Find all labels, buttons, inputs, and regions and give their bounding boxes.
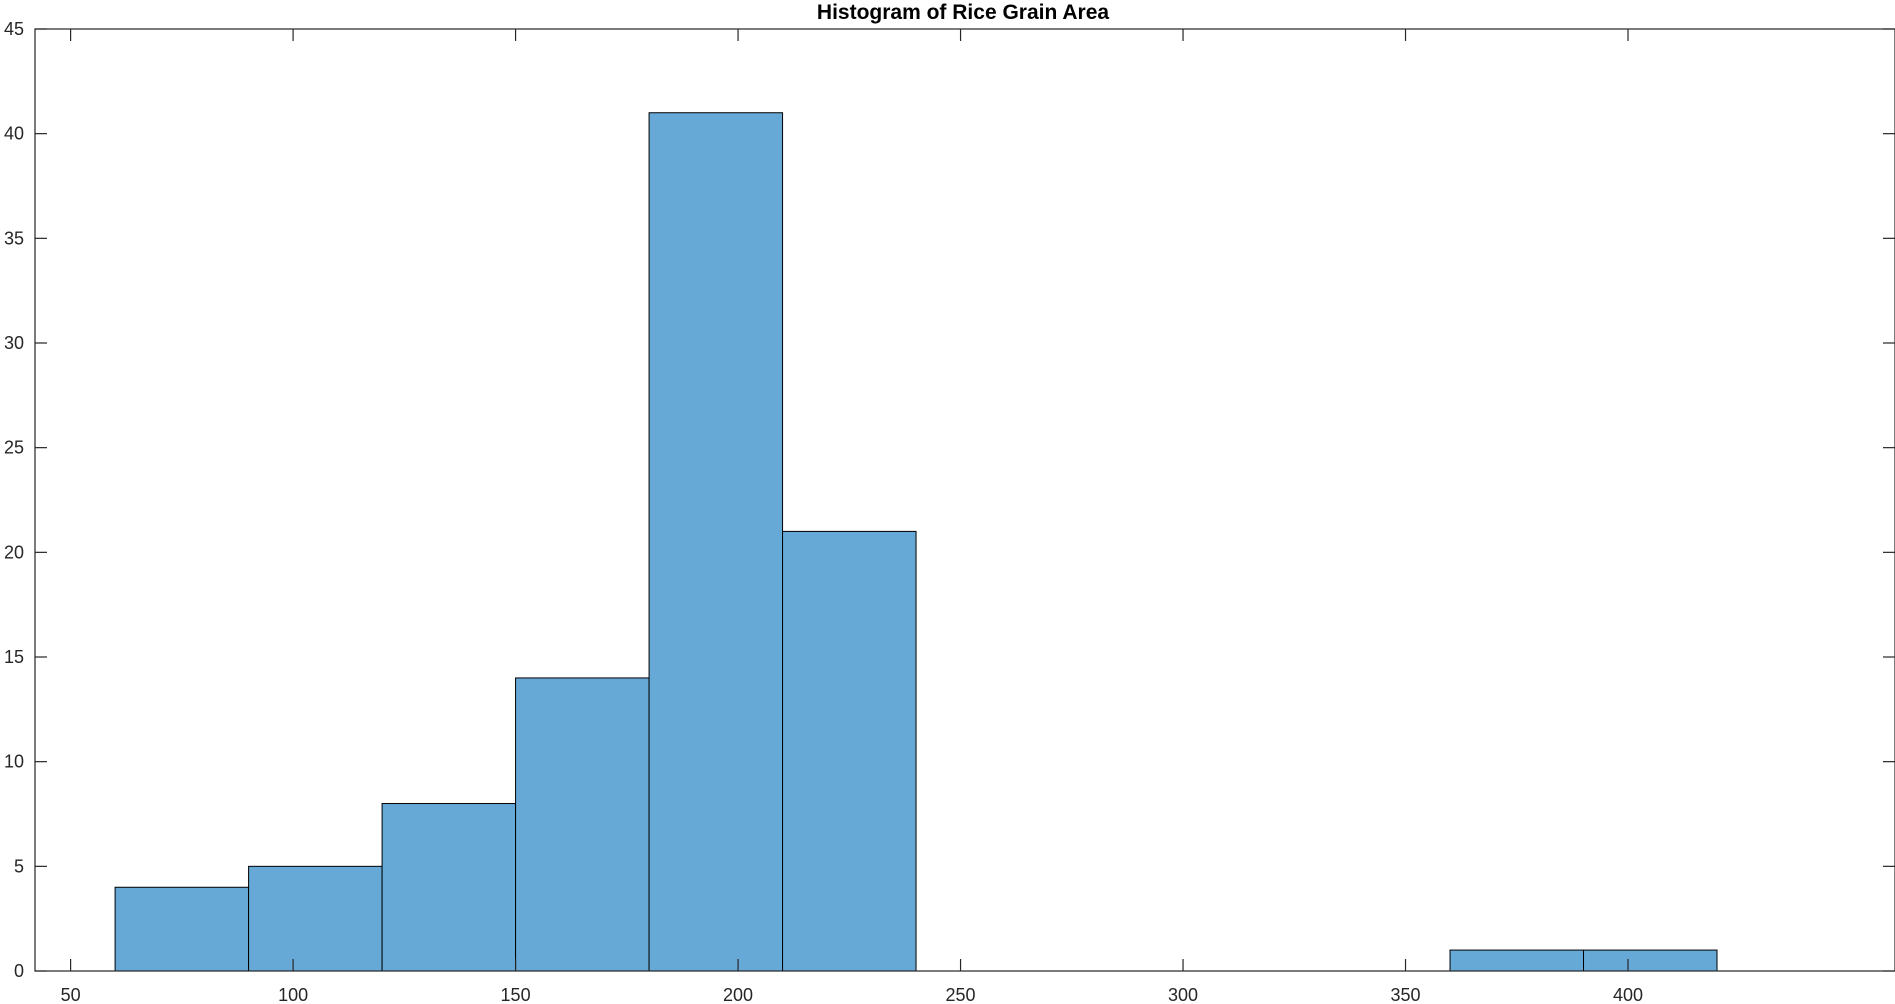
histogram-bar-10 [1449, 949, 1585, 972]
plot-area-box [34, 28, 1895, 972]
x-tick-label-150: 150 [501, 985, 531, 1004]
y-tick-label-5: 5 [14, 856, 24, 876]
x-tick-label-200: 200 [723, 985, 753, 1004]
x-tick-label-400: 400 [1613, 985, 1643, 1004]
x-tick-label-350: 350 [1391, 985, 1421, 1004]
y-tick-label-10: 10 [4, 752, 24, 772]
x-tick-label-250: 250 [946, 985, 976, 1004]
tick-labels-layer: 50 100 150 200 250 300 350 400 0 5 10 15 20 25 30 35 40 4… [4, 19, 1643, 1004]
chart-title: Histogram of Rice Grain Area [817, 1, 1109, 24]
y-tick-label-25: 25 [4, 438, 24, 458]
x-tick-label-100: 100 [278, 985, 308, 1004]
histogram-bar-2 [381, 803, 517, 972]
y-tick-label-45: 45 [4, 19, 24, 39]
y-tick-label-15: 15 [4, 647, 24, 667]
histogram-bar-5 [782, 530, 917, 972]
histogram-bar-3 [515, 677, 650, 972]
histogram-bar-4 [648, 112, 784, 972]
y-tick-label-30: 30 [4, 333, 24, 353]
histogram-bar-11 [1583, 949, 1718, 972]
ticks-layer [35, 28, 1895, 972]
x-tick-label-50: 50 [61, 985, 81, 1004]
histogram-bar-1 [248, 865, 383, 972]
y-tick-label-0: 0 [14, 961, 24, 981]
bars-layer [114, 112, 1718, 972]
histogram-bar-0 [114, 886, 250, 972]
x-tick-label-300: 300 [1168, 985, 1198, 1004]
y-tick-label-40: 40 [4, 124, 24, 144]
y-tick-label-35: 35 [4, 228, 24, 248]
y-tick-label-20: 20 [4, 542, 24, 562]
